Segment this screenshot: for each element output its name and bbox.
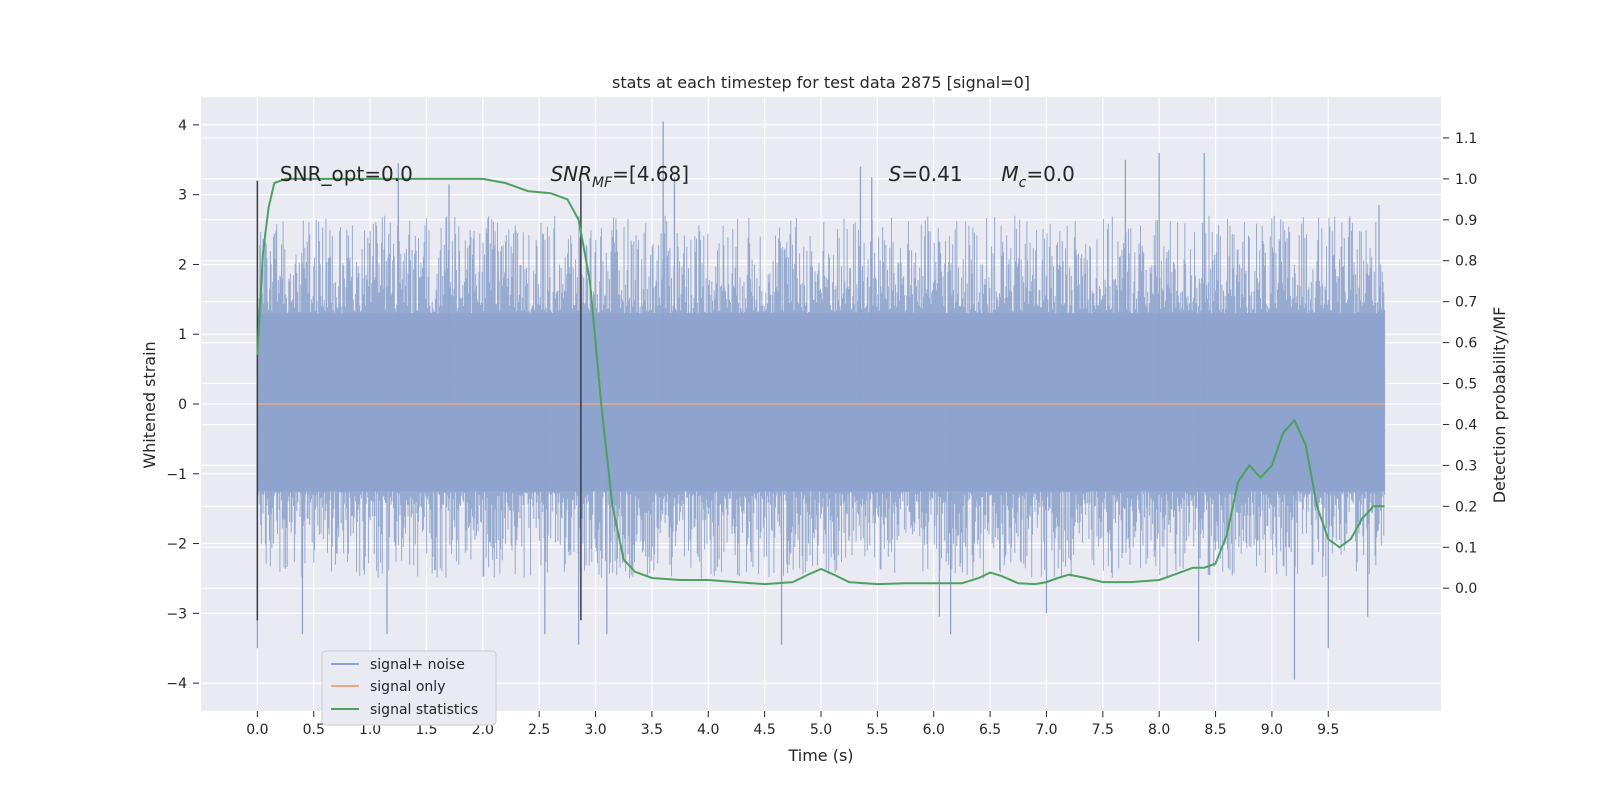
y-tick-label: 2 <box>178 257 187 273</box>
y-tick-label: 3 <box>178 188 187 204</box>
x-axis-ticks: 0.0 0.5 1.0 1.5 2.0 2.5 3.0 3.5 4.0 4.5 5.0 5.5 6.0 6… <box>246 711 1339 738</box>
signal-noise-series <box>256 121 1386 680</box>
y-right-tick-label: 0.4 <box>1455 417 1477 433</box>
y-right-tick-label: 0.8 <box>1455 254 1477 270</box>
x-tick-label: 4.0 <box>697 722 719 738</box>
legend-label-signal-statistics: signal statistics <box>370 702 478 718</box>
x-tick-label: 0.5 <box>303 722 325 738</box>
x-tick-label: 4.5 <box>754 722 776 738</box>
x-tick-label: 6.5 <box>979 722 1001 738</box>
y-right-tick-label: 0.6 <box>1455 336 1477 352</box>
x-tick-label: 2.5 <box>528 722 550 738</box>
x-tick-label: 1.5 <box>415 722 437 738</box>
y-right-tick-label: 0.9 <box>1455 213 1477 229</box>
legend-label-signal-noise: signal+ noise <box>370 657 465 673</box>
y-tick-label: −1 <box>166 467 187 483</box>
y-tick-label: −2 <box>166 537 187 553</box>
y-right-tick-label: 0.7 <box>1455 295 1477 311</box>
x-tick-label: 9.5 <box>1317 722 1339 738</box>
annotation-text: Mc=0.0 <box>1001 162 1075 191</box>
x-tick-label: 6.0 <box>923 722 945 738</box>
vertical-markers <box>256 180 582 621</box>
y-right-tick-label: 0.2 <box>1455 499 1477 515</box>
x-tick-label: 3.0 <box>584 722 606 738</box>
y-right-tick-label: 0.0 <box>1455 581 1477 597</box>
y-axis-right-label: Detection probability/MF <box>1490 307 1509 504</box>
y-tick-label: −4 <box>166 676 187 692</box>
y-tick-label: −3 <box>166 606 187 622</box>
y-tick-label: 4 <box>178 118 187 134</box>
y-right-tick-label: 1.1 <box>1455 131 1477 147</box>
legend-box <box>321 650 497 726</box>
signal-statistics-line <box>256 177 1385 586</box>
x-tick-label: 7.0 <box>1035 722 1057 738</box>
annotations: SNR_opt=0.0 SNRMF=[4.68] S=0.41 Mc=0.0 <box>280 162 1075 191</box>
x-tick-label: 3.5 <box>641 722 663 738</box>
y-tick-label: 1 <box>178 327 187 343</box>
x-tick-label: 8.0 <box>1148 722 1170 738</box>
y-tick-label: 0 <box>178 397 187 413</box>
chart-title: stats at each timestep for test data 287… <box>612 73 1030 92</box>
x-tick-label: 0.0 <box>246 722 268 738</box>
y-right-tick-label: 0.1 <box>1455 540 1477 556</box>
annotation-text: SNR_opt=0.0 <box>280 162 413 186</box>
signal-statistics-series <box>256 177 1385 586</box>
y-axis-label: Whitened strain <box>140 341 159 468</box>
legend: signal+ noise signal only signal statist… <box>321 650 497 726</box>
annotation-text: SNRMF=[4.68] <box>550 162 689 191</box>
x-tick-label: 9.0 <box>1261 722 1283 738</box>
x-tick-label: 8.5 <box>1204 722 1226 738</box>
x-tick-label: 5.5 <box>866 722 888 738</box>
x-tick-label: 2.0 <box>472 722 494 738</box>
x-axis-label: Time (s) <box>787 746 853 765</box>
y-right-tick-label: 0.3 <box>1455 458 1477 474</box>
x-tick-label: 5.0 <box>810 722 832 738</box>
y-right-tick-label: 0.5 <box>1455 377 1477 393</box>
y-axis-left-ticks: 4 3 2 1 0 −1 −2 −3 −4 <box>166 118 199 692</box>
annotation-text: S=0.41 <box>889 162 963 186</box>
x-tick-label: 7.5 <box>1092 722 1114 738</box>
y-right-tick-label: 1.0 <box>1455 172 1477 188</box>
legend-label-signal-only: signal only <box>370 679 445 695</box>
x-tick-label: 1.0 <box>359 722 381 738</box>
y-axis-right-ticks: 1.1 1.0 0.9 0.8 0.7 0.6 0.5 0.4 0.3 0.2 0.1 0.0 <box>1443 131 1477 597</box>
